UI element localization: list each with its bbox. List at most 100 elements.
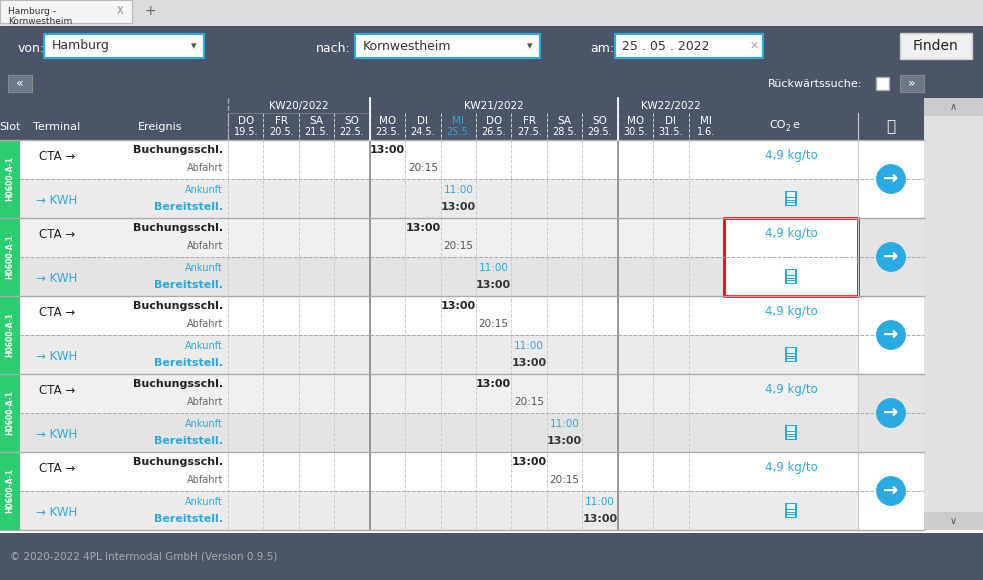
Bar (792, 198, 794, 200)
Text: FR: FR (523, 116, 536, 126)
Text: 20:15: 20:15 (514, 397, 545, 407)
Bar (786, 201, 788, 202)
Text: 13:00: 13:00 (511, 358, 547, 368)
Bar (786, 357, 788, 358)
Text: 4,9 kg/to: 4,9 kg/to (765, 461, 818, 474)
Text: 1.6.: 1.6. (697, 127, 716, 137)
Text: KW22/2022: KW22/2022 (641, 100, 701, 111)
Bar (784, 269, 797, 284)
Bar (0, 218, 20, 296)
Text: Ankunft: Ankunft (185, 419, 223, 429)
Bar (784, 503, 797, 518)
Text: ▾: ▾ (191, 41, 197, 51)
Text: X: X (117, 6, 123, 16)
Text: Buchungsschl.: Buchungsschl. (133, 379, 223, 389)
Bar (20, 218, 924, 257)
Text: 28.5.: 28.5. (552, 127, 577, 137)
Text: H0600-A-1: H0600-A-1 (6, 234, 15, 280)
Bar (724, 491, 858, 530)
Bar (0, 0, 132, 23)
Text: Ankunft: Ankunft (185, 263, 223, 273)
Text: 13:00: 13:00 (440, 301, 476, 311)
Text: H0600-A-1: H0600-A-1 (6, 390, 15, 436)
Bar (789, 276, 791, 278)
Bar (924, 98, 983, 530)
Text: H0600-A-1: H0600-A-1 (6, 469, 15, 513)
Bar (20, 413, 924, 452)
Text: 31.5.: 31.5. (659, 127, 683, 137)
Circle shape (877, 243, 905, 271)
Text: ▾: ▾ (527, 41, 533, 51)
Text: SO: SO (593, 116, 607, 126)
Text: 20:15: 20:15 (479, 319, 509, 329)
Text: Slot: Slot (0, 121, 21, 132)
Text: ∧: ∧ (950, 102, 957, 112)
Bar (0, 452, 20, 530)
Bar (789, 203, 791, 205)
Bar (789, 432, 791, 434)
Text: 13:00: 13:00 (476, 280, 511, 290)
Text: KW21/2022: KW21/2022 (464, 100, 524, 111)
Text: Hamburg: Hamburg (52, 39, 110, 53)
Bar (20, 335, 924, 374)
Bar (789, 281, 791, 282)
Text: Ankunft: Ankunft (185, 185, 223, 195)
Bar (858, 218, 924, 296)
Text: Bereitstell.: Bereitstell. (154, 202, 223, 212)
Text: 4,9 kg/to: 4,9 kg/to (765, 305, 818, 318)
Text: Terminal: Terminal (33, 121, 81, 132)
Text: 13:00: 13:00 (405, 223, 440, 233)
Bar (615, 34, 763, 58)
Text: 25 . 05 . 2022: 25 . 05 . 2022 (622, 39, 710, 53)
Bar (789, 434, 791, 436)
Bar (789, 359, 791, 361)
Text: Buchungsschl.: Buchungsschl. (133, 223, 223, 233)
Text: MO: MO (627, 116, 644, 126)
Text: 11:00: 11:00 (514, 341, 544, 351)
Text: →: → (884, 170, 898, 188)
Bar (784, 347, 797, 362)
Bar (858, 140, 924, 218)
Text: MI: MI (452, 116, 464, 126)
Bar (792, 510, 794, 512)
Text: 11:00: 11:00 (585, 497, 615, 507)
Bar (786, 198, 788, 200)
Text: Buchungsschl.: Buchungsschl. (133, 457, 223, 467)
Text: Bereitstell.: Bereitstell. (154, 280, 223, 290)
Bar (792, 515, 794, 517)
Text: 2: 2 (786, 124, 790, 133)
Text: +: + (145, 4, 156, 18)
Text: 11:00: 11:00 (443, 185, 473, 195)
Text: e: e (792, 119, 799, 129)
Circle shape (877, 477, 905, 505)
Bar (724, 218, 858, 296)
Bar (792, 281, 794, 282)
Text: → KWH: → KWH (36, 350, 78, 363)
Bar (724, 179, 858, 218)
Bar (786, 505, 795, 509)
Text: ∨: ∨ (950, 516, 957, 526)
Text: DO: DO (486, 116, 502, 126)
Text: 26.5.: 26.5. (482, 127, 506, 137)
Bar (792, 354, 794, 356)
Bar (724, 140, 858, 179)
Bar (789, 437, 791, 438)
Text: DI: DI (665, 116, 676, 126)
Bar (792, 278, 794, 280)
Bar (789, 515, 791, 517)
Bar (0, 530, 983, 550)
Text: DO: DO (238, 116, 254, 126)
Bar (858, 296, 924, 374)
Bar (792, 359, 794, 361)
Text: Bereitstell.: Bereitstell. (154, 358, 223, 368)
Text: Buchungsschl.: Buchungsschl. (133, 145, 223, 155)
Text: SA: SA (310, 116, 323, 126)
Text: Abfahrt: Abfahrt (187, 163, 223, 173)
Circle shape (877, 477, 905, 505)
Bar (8, 75, 32, 92)
Bar (900, 75, 924, 92)
Bar (789, 513, 791, 514)
Text: CTA →: CTA → (39, 462, 75, 475)
Bar (355, 34, 540, 58)
Text: → KWH: → KWH (36, 272, 78, 285)
